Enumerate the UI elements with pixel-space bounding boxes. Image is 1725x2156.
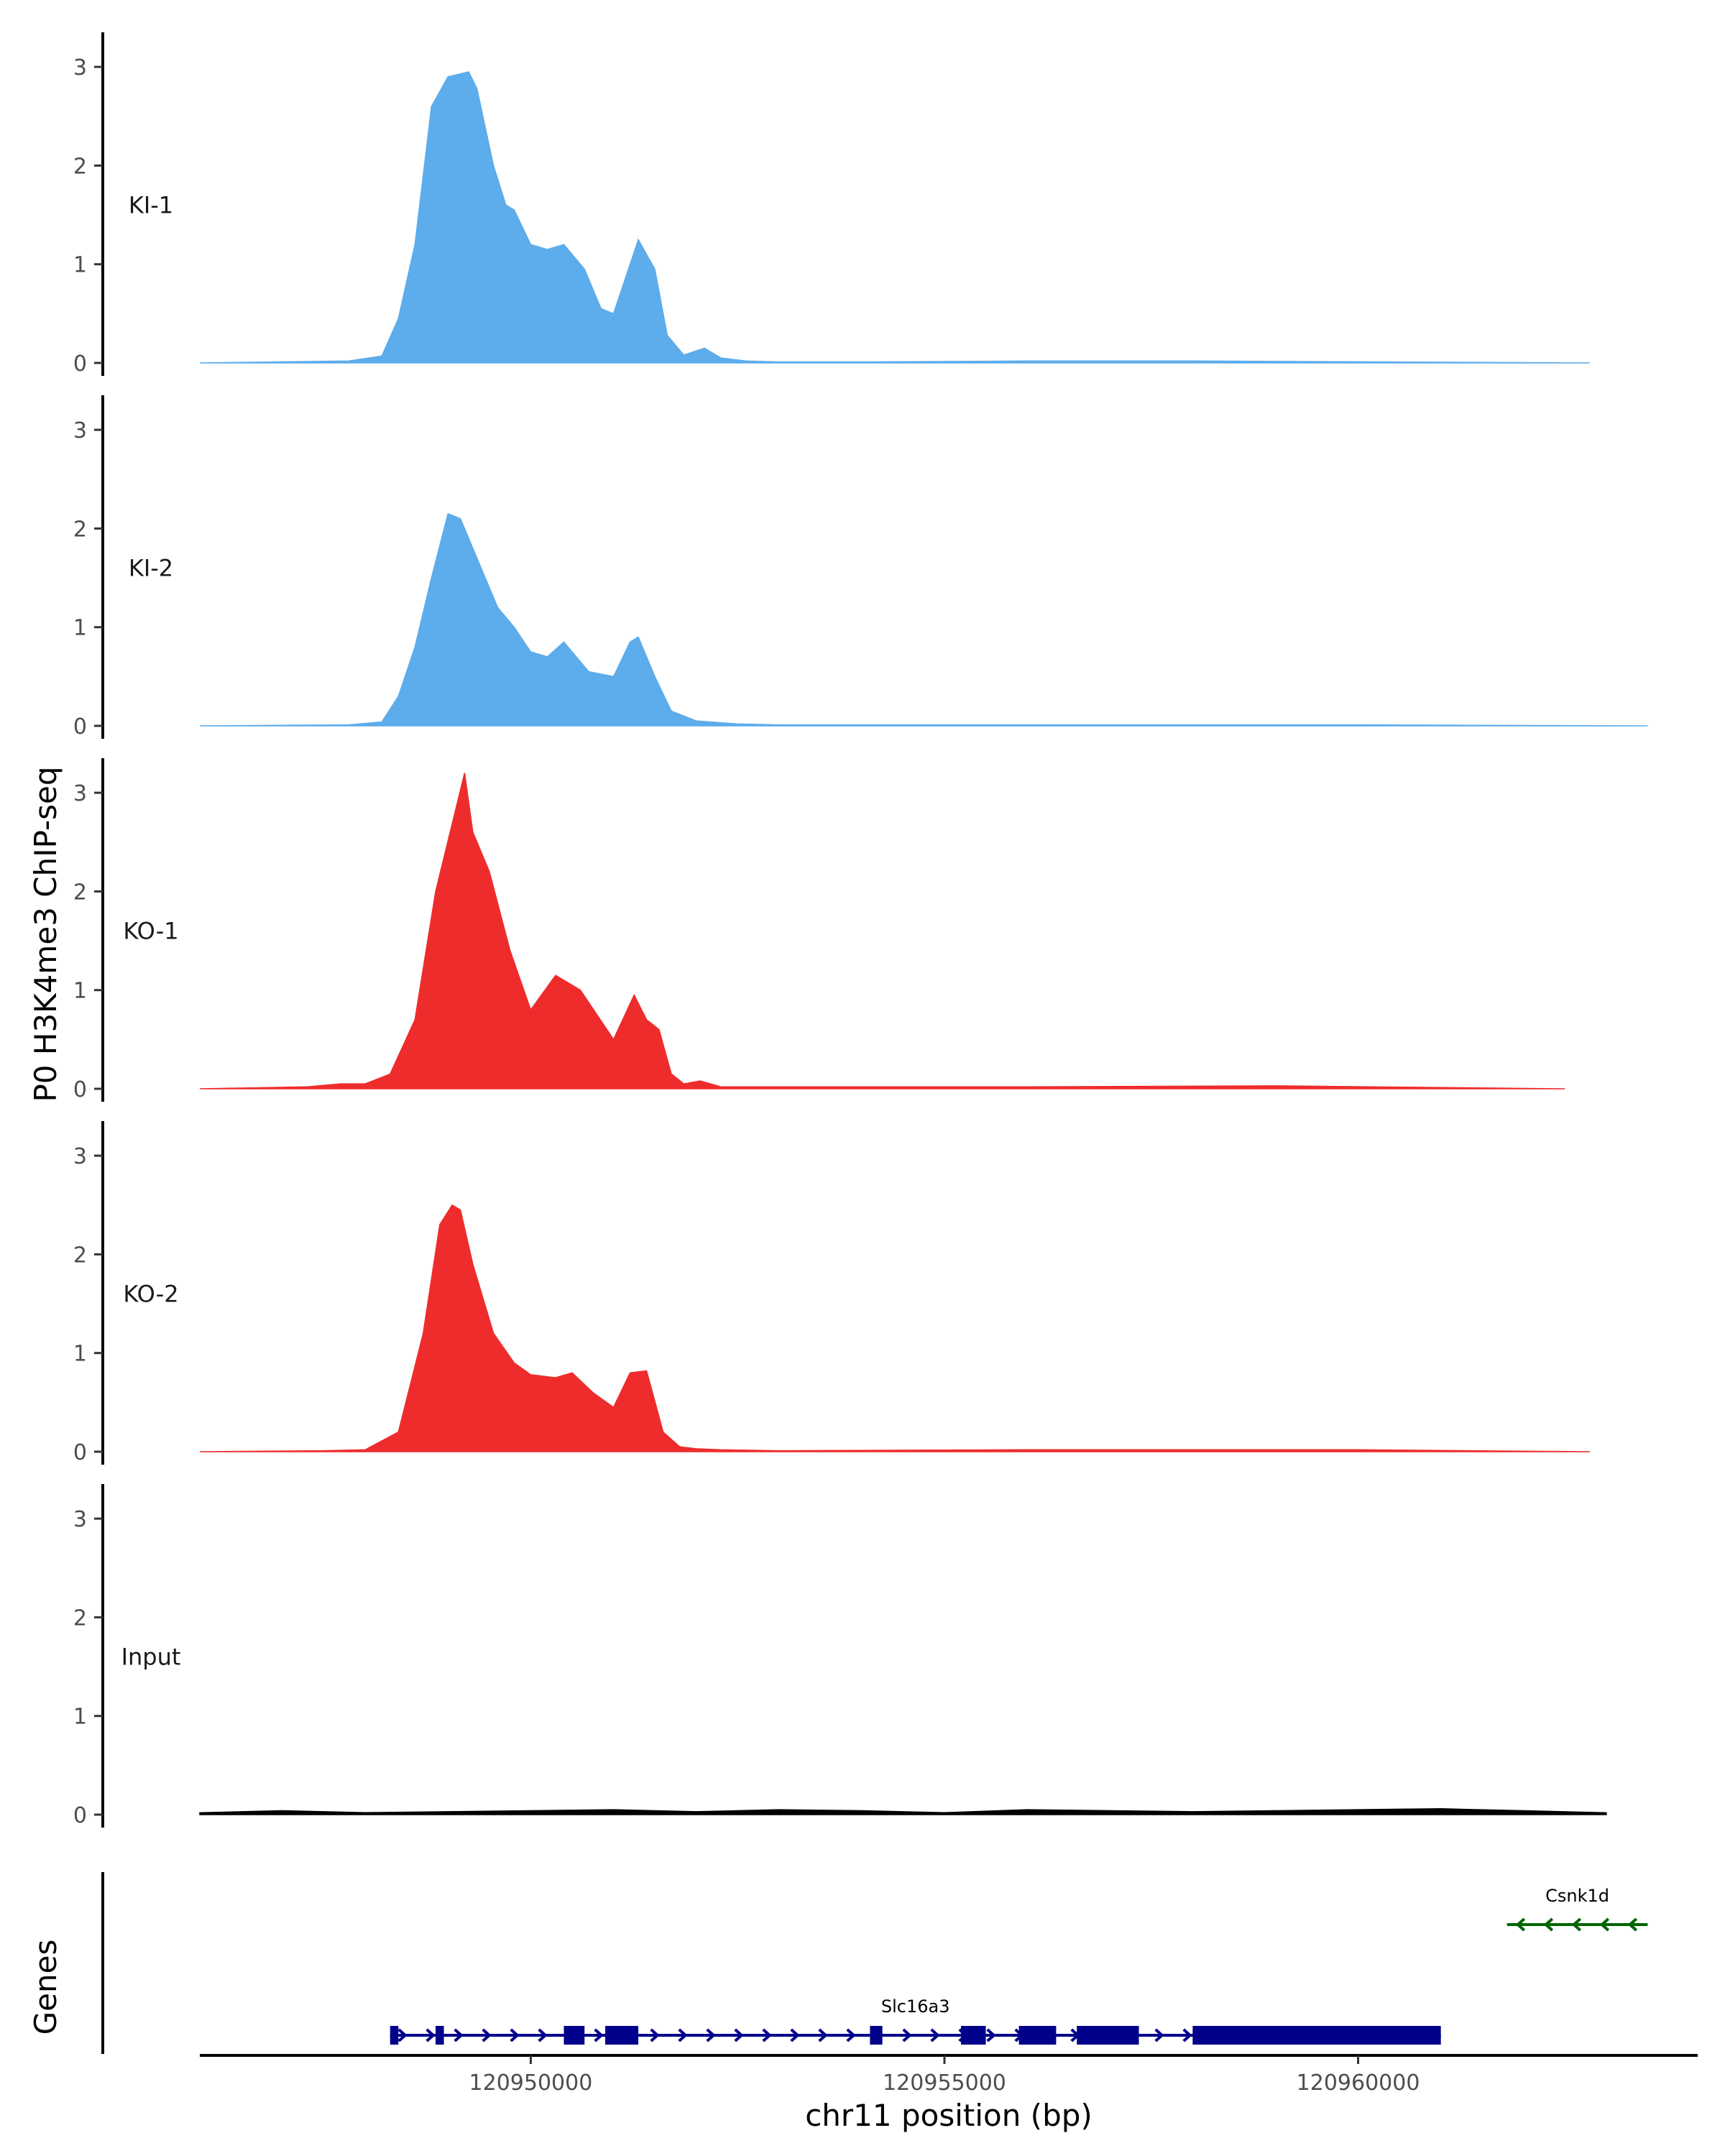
- coverage-area: [199, 1204, 1590, 1452]
- y-tick-label: 2: [73, 517, 87, 542]
- strand-arrow: [1543, 1917, 1554, 1932]
- x-tick-label: 120955000: [883, 2070, 1006, 2096]
- y-tick-label: 0: [73, 714, 87, 740]
- exon: [1018, 2026, 1057, 2045]
- y-tick-label: 1: [73, 1705, 87, 1730]
- exon: [870, 2026, 883, 2045]
- strand-arrow: [426, 2028, 436, 2042]
- track-ki-2: 0 1 2 3 KI-2: [73, 395, 1648, 740]
- gene-label: Csnk1d: [1545, 1886, 1609, 1906]
- y-tick-label: 0: [73, 351, 87, 377]
- exon: [436, 2026, 444, 2045]
- x-tick-label: 120960000: [1297, 2070, 1420, 2096]
- strand-arrow: [818, 2028, 828, 2042]
- coverage-area: [199, 1808, 1607, 1815]
- y-tick-label: 2: [73, 1243, 87, 1268]
- strand-arrow: [538, 2028, 548, 2042]
- y-tick-label: 1: [73, 979, 87, 1004]
- y-axis-title: P0 H3K4me3 ChIP-seq: [28, 766, 63, 1102]
- strand-arrow: [1154, 2028, 1164, 2042]
- strand-arrow: [734, 2028, 744, 2042]
- strand-arrow: [454, 2028, 464, 2042]
- coverage-area: [199, 773, 1565, 1089]
- strand-arrow: [482, 2028, 492, 2042]
- y-tick-label: 3: [73, 1507, 87, 1532]
- coverage-area: [199, 71, 1590, 364]
- track-ko-1: 0 1 2 3 KO-1: [73, 758, 1565, 1102]
- y-tick-label: 0: [73, 1803, 87, 1828]
- strand-arrow: [1182, 2028, 1192, 2042]
- strand-arrow: [846, 2028, 856, 2042]
- exon: [390, 2026, 399, 2045]
- track-label: KI-2: [129, 554, 173, 581]
- track-label: Input: [121, 1643, 181, 1670]
- y-tick-label: 2: [73, 154, 87, 179]
- y-tick-label: 0: [73, 1077, 87, 1102]
- strand-arrow: [1515, 1917, 1526, 1932]
- strand-arrow: [594, 2028, 604, 2042]
- y-tick-label: 3: [73, 1144, 87, 1169]
- y-tick-label: 1: [73, 616, 87, 641]
- coverage-tracks: 0 1 2 3 KI-1 0 1 2 3 KI-2 0 1 2 3 KO-1 0 1 2 3 KO-2 0 1 2 3 Inpu…: [73, 32, 1648, 1828]
- exon: [1077, 2026, 1139, 2045]
- y-tick-label: 3: [73, 418, 87, 443]
- strand-arrow: [762, 2028, 772, 2042]
- y-tick-label: 3: [73, 781, 87, 806]
- strand-arrow: [1627, 1917, 1638, 1932]
- strand-arrow: [930, 2028, 940, 2042]
- strand-arrow: [902, 2028, 912, 2042]
- x-tick-label: 120950000: [469, 2070, 593, 2096]
- gene-slc16a3: Slc16a3: [390, 1996, 1441, 2045]
- track-label: KI-1: [129, 191, 173, 218]
- exon: [1192, 2026, 1441, 2045]
- gene-label: Slc16a3: [881, 1996, 950, 2017]
- coverage-area: [199, 512, 1648, 727]
- exon: [564, 2026, 585, 2045]
- strand-arrow: [986, 2028, 996, 2042]
- exon: [961, 2026, 986, 2045]
- track-input: 0 1 2 3 Input: [73, 1484, 1607, 1828]
- x-axis: 120950000 120955000 120960000: [200, 2054, 1698, 2096]
- strand-arrow: [1599, 1917, 1610, 1932]
- y-tick-label: 1: [73, 1342, 87, 1367]
- genes-axis-title: Genes: [28, 1940, 63, 2035]
- y-tick-label: 3: [73, 55, 87, 80]
- strand-arrow: [650, 2028, 660, 2042]
- track-ko-2: 0 1 2 3 KO-2: [73, 1121, 1590, 1465]
- strand-arrow: [510, 2028, 520, 2042]
- strand-arrow: [397, 2028, 408, 2042]
- strand-arrow: [790, 2028, 800, 2042]
- strand-arrow: [1571, 1917, 1582, 1932]
- strand-arrow: [706, 2028, 716, 2042]
- y-tick-label: 2: [73, 1606, 87, 1631]
- genes-panel: Slc16a3 Csnk1d: [101, 1872, 1648, 2054]
- track-ki-1: 0 1 2 3 KI-1: [73, 32, 1590, 377]
- track-label: KO-2: [123, 1280, 178, 1307]
- gene-csnk1d: Csnk1d: [1506, 1886, 1648, 1932]
- exon: [605, 2026, 639, 2045]
- y-tick-label: 1: [73, 253, 87, 278]
- strand-arrow: [678, 2028, 688, 2042]
- y-tick-label: 0: [73, 1440, 87, 1465]
- y-tick-label: 2: [73, 880, 87, 905]
- track-label: KO-1: [123, 917, 178, 944]
- x-axis-title: chr11 position (bp): [805, 2098, 1092, 2133]
